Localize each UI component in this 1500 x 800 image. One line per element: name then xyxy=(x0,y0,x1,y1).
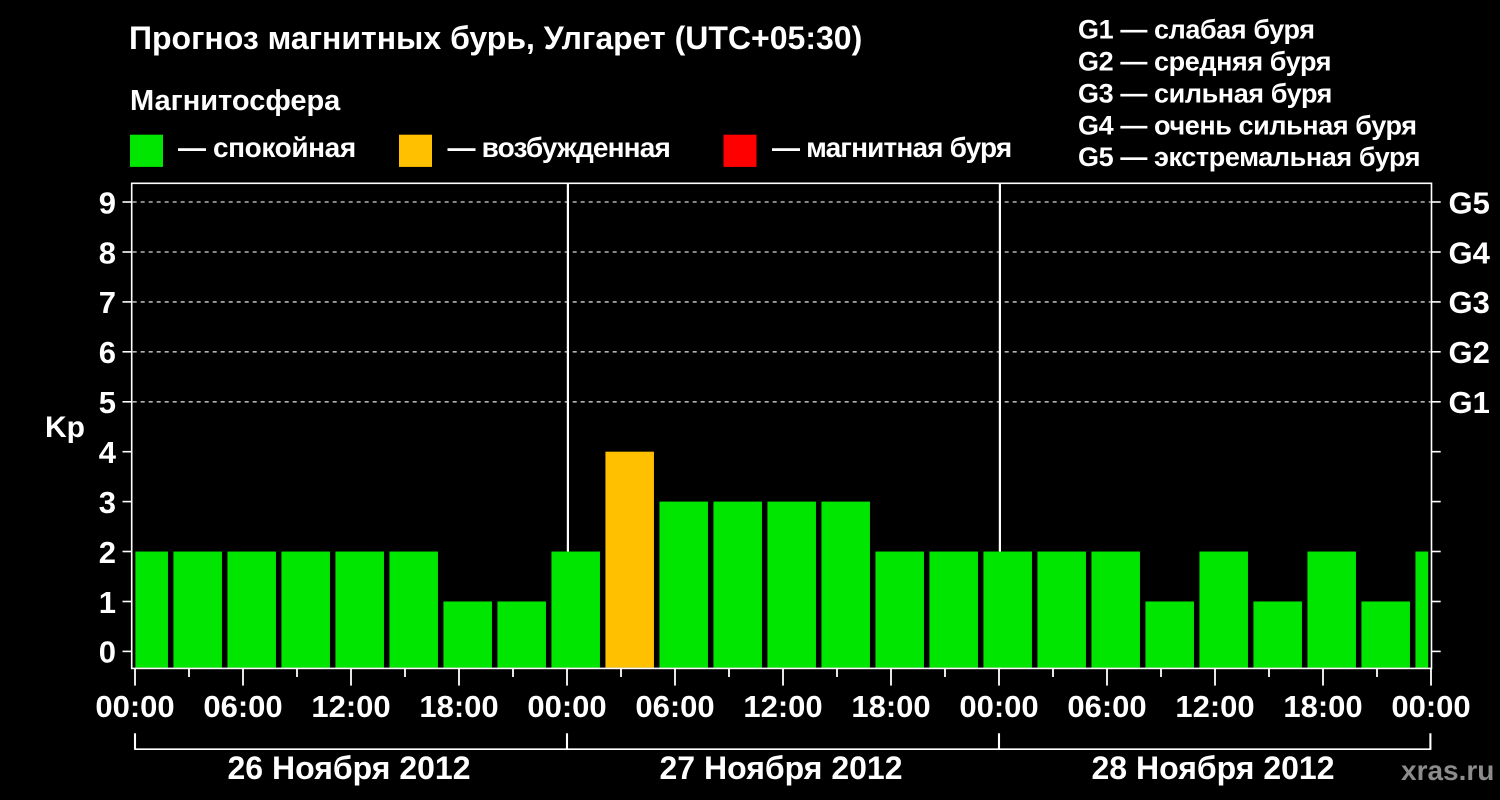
svg-text:G4: G4 xyxy=(1449,235,1491,270)
svg-text:3: 3 xyxy=(99,485,116,520)
svg-text:18:00: 18:00 xyxy=(419,689,498,724)
svg-text:Магнитосфера: Магнитосфера xyxy=(130,85,341,117)
svg-text:5: 5 xyxy=(99,385,116,420)
svg-text:7: 7 xyxy=(99,285,116,320)
svg-text:G3: G3 xyxy=(1449,285,1490,320)
svg-text:28 Ноября 2012: 28 Ноября 2012 xyxy=(1091,750,1334,786)
svg-text:12:00: 12:00 xyxy=(1175,689,1254,724)
svg-text:G3 — сильная буря: G3 — сильная буря xyxy=(1078,78,1332,108)
svg-text:1: 1 xyxy=(99,585,116,620)
svg-text:G2: G2 xyxy=(1449,335,1490,370)
svg-text:00:00: 00:00 xyxy=(95,689,174,724)
svg-text:G2 — средняя буря: G2 — средняя буря xyxy=(1078,47,1331,77)
svg-text:06:00: 06:00 xyxy=(1067,689,1146,724)
svg-text:xras.ru: xras.ru xyxy=(1401,755,1494,786)
svg-text:— магнитная буря: — магнитная буря xyxy=(772,132,1011,163)
svg-text:— возбужденная: — возбужденная xyxy=(448,132,670,163)
svg-text:2: 2 xyxy=(99,535,116,570)
svg-text:8: 8 xyxy=(99,235,116,270)
svg-text:26 Ноября 2012: 26 Ноября 2012 xyxy=(227,750,470,786)
svg-text:9: 9 xyxy=(99,185,116,220)
svg-text:6: 6 xyxy=(99,335,116,370)
svg-text:18:00: 18:00 xyxy=(851,689,930,724)
svg-text:12:00: 12:00 xyxy=(311,689,390,724)
svg-text:G5: G5 xyxy=(1449,185,1490,220)
svg-text:G1 — слабая буря: G1 — слабая буря xyxy=(1078,15,1315,45)
svg-text:00:00: 00:00 xyxy=(1391,689,1470,724)
svg-text:27 Ноября 2012: 27 Ноября 2012 xyxy=(659,750,902,786)
svg-text:G4 — очень сильная буря: G4 — очень сильная буря xyxy=(1078,110,1417,140)
svg-text:06:00: 06:00 xyxy=(203,689,282,724)
svg-text:0: 0 xyxy=(99,635,116,670)
svg-text:00:00: 00:00 xyxy=(959,689,1038,724)
svg-text:00:00: 00:00 xyxy=(527,689,606,724)
svg-text:G5 — экстремальная буря: G5 — экстремальная буря xyxy=(1078,142,1420,172)
svg-text:Прогноз магнитных бурь, Улгаре: Прогноз магнитных бурь, Улгарет (UTC+05:… xyxy=(129,20,862,56)
svg-text:— спокойная: — спокойная xyxy=(178,132,356,163)
svg-text:4: 4 xyxy=(99,435,117,470)
svg-text:12:00: 12:00 xyxy=(743,689,822,724)
svg-text:18:00: 18:00 xyxy=(1283,689,1362,724)
svg-text:06:00: 06:00 xyxy=(635,689,714,724)
svg-text:G1: G1 xyxy=(1449,385,1490,420)
svg-text:Kp: Kp xyxy=(45,411,85,444)
